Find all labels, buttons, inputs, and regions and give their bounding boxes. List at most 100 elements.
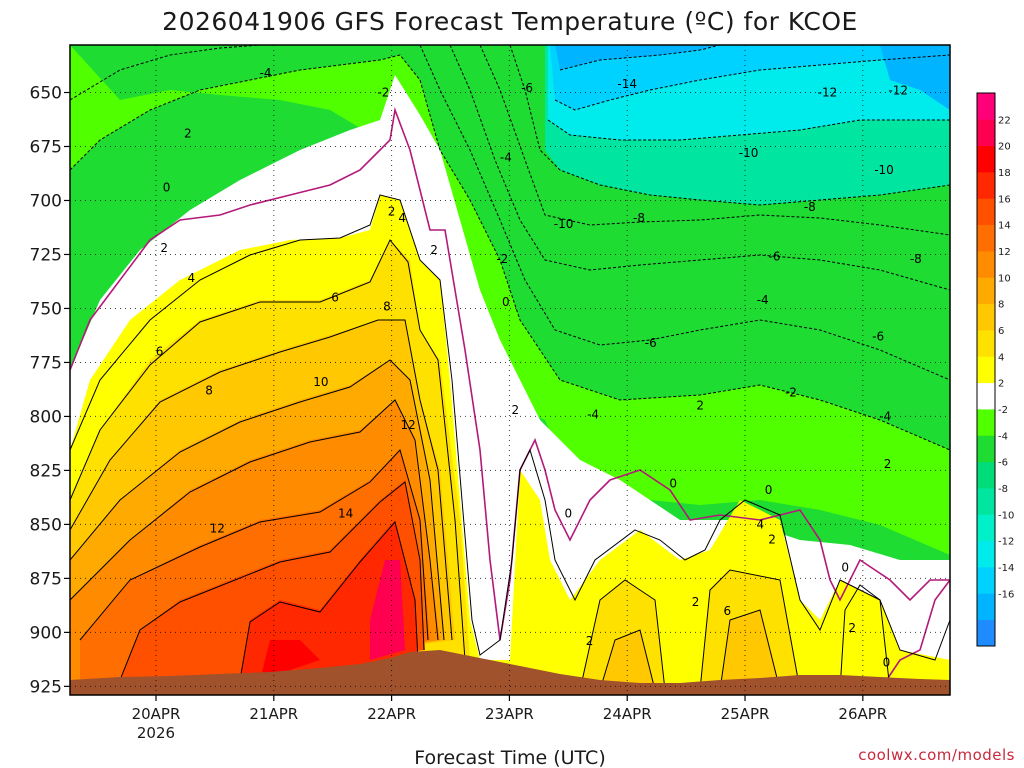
colorbar-label-16: 16 xyxy=(998,194,1011,205)
colorbar-label-minus-6: -6 xyxy=(998,458,1008,469)
isotherm-14c xyxy=(119,481,425,681)
grid-lines xyxy=(70,45,950,695)
contour-label-31: -2 xyxy=(785,386,797,400)
colorbar-segment-14 xyxy=(977,251,995,278)
band-18-fill xyxy=(260,640,320,680)
y-tick-label-825: 825 xyxy=(30,461,62,481)
y-tick-label-725: 725 xyxy=(30,245,62,265)
contour-label-2: -6 xyxy=(521,81,533,95)
contour-label-4: -12 xyxy=(818,86,838,100)
colorbar-segment-19 xyxy=(977,119,995,147)
contour-label-43: 4 xyxy=(757,517,765,531)
isotherm-12c xyxy=(79,449,429,641)
y-tick-label-925: 925 xyxy=(30,677,62,697)
y-tick-label-650: 650 xyxy=(30,84,62,104)
contour-label-42: 12 xyxy=(210,522,225,536)
y-tick-label-850: 850 xyxy=(30,515,62,535)
contour-label-50: 0 xyxy=(883,656,891,670)
contour-label-1: -2 xyxy=(377,86,389,100)
colorbar: 22 20 18 16 14 12 10 8 6 4 2 -2 -4 -6 -8 -10 -12 -14 -16 xyxy=(976,92,1014,647)
colorbar-segment-0 xyxy=(977,619,995,647)
band-minus-2-fill xyxy=(70,45,950,555)
colorbar-segment-2 xyxy=(977,567,995,594)
y-tick-label-875: 875 xyxy=(30,569,62,589)
colorbar-segment-18 xyxy=(977,145,995,173)
colorbar-segment-10 xyxy=(977,356,995,384)
colorbar-segment-20 xyxy=(977,93,995,120)
isotherm-minus-10c xyxy=(509,45,950,206)
y-tick-label-900: 900 xyxy=(30,623,62,643)
colorbar-segment-9 xyxy=(977,382,995,410)
colorbar-frame xyxy=(976,92,996,647)
colorbar-segment-16 xyxy=(977,198,995,226)
isotherm-4c xyxy=(70,239,466,661)
x-tick-label-21apr: 21APR xyxy=(249,705,298,723)
contour-label-40: 14 xyxy=(338,507,353,521)
colorbar-segment-7 xyxy=(977,435,995,463)
contour-label-30: 10 xyxy=(313,375,328,389)
contour-label-11: 2 xyxy=(388,204,396,218)
y-axis: 650 675 700 725 750 775 800 825 850 875 900 925 xyxy=(30,84,70,697)
isotherm-minus-4c-b xyxy=(419,45,950,381)
colorbar-label-22: 22 xyxy=(998,115,1011,126)
contour-label-29: 8 xyxy=(205,384,213,398)
contour-label-41: 0 xyxy=(564,507,572,521)
y-tick-label-700: 700 xyxy=(30,191,62,211)
contour-label-33: -4 xyxy=(587,407,599,421)
colorbar-label-minus-14: -14 xyxy=(998,563,1014,574)
isotherm-minus-14c xyxy=(554,54,950,111)
colorbar-label-12: 12 xyxy=(998,247,1011,258)
y-tick-label-800: 800 xyxy=(30,407,62,427)
isotherm-minus-4c xyxy=(70,45,261,101)
colorbar-label-10: 10 xyxy=(998,273,1011,284)
contour-label-39: 0 xyxy=(765,483,773,497)
contour-label-38: 0 xyxy=(669,476,677,490)
colorbar-label-4: 4 xyxy=(998,352,1004,363)
contour-label-23: 8 xyxy=(383,299,391,313)
isotherm-10c xyxy=(70,399,439,641)
colorbar-label-minus-10: -10 xyxy=(998,510,1014,521)
isotherm-4c-25apr xyxy=(699,569,801,691)
colorbar-segment-5 xyxy=(977,488,995,515)
colorbar-segment-8 xyxy=(977,409,995,436)
contour-label-36: 12 xyxy=(400,418,415,432)
contour-label-49: 2 xyxy=(848,621,856,635)
contour-label-17: 2 xyxy=(430,243,438,257)
colorbar-label-20: 20 xyxy=(998,142,1011,153)
chart-title: 2026041906 GFS Forecast Temperature (ºC)… xyxy=(162,7,858,36)
contour-label-32: 2 xyxy=(511,403,519,417)
x-tick-label-22apr: 22APR xyxy=(367,705,416,723)
contour-label-20: -8 xyxy=(910,252,922,266)
x-tick-label-20apr: 20APR xyxy=(132,705,181,723)
credit-text: coolwx.com/models xyxy=(858,746,1015,764)
isotherm-8c xyxy=(70,359,445,641)
band-minus-14-fill xyxy=(550,45,950,110)
contour-label-44: 2 xyxy=(768,533,776,547)
zero-degree-contour-lower xyxy=(879,579,950,691)
contour-label-22: 6 xyxy=(331,291,339,305)
contour-label-12: 4 xyxy=(398,211,406,225)
contour-label-27: 6 xyxy=(156,345,164,359)
colorbar-segment-3 xyxy=(977,540,995,568)
colorbar-segment-1 xyxy=(977,593,995,621)
isotherm-minus-2c xyxy=(70,54,950,451)
colorbar-label-minus-2: -2 xyxy=(998,405,1008,416)
band-minus-16-fill xyxy=(555,45,720,70)
colorbar-label-minus-12: -12 xyxy=(998,537,1014,548)
contour-label-26: -6 xyxy=(872,330,884,344)
contour-label-14: -8 xyxy=(633,211,645,225)
contour-label-24: 0 xyxy=(502,295,510,309)
colorbar-segment-17 xyxy=(977,172,995,199)
x-year-label: 2026 xyxy=(137,724,175,742)
colorbar-segment-13 xyxy=(977,277,995,305)
colorbar-label-2: 2 xyxy=(998,379,1004,390)
x-axis-label: Forecast Time (UTC) xyxy=(414,747,605,768)
colorbar-segment-15 xyxy=(977,224,995,252)
contour-label-15: -8 xyxy=(804,200,816,214)
colorbar-label-minus-4: -4 xyxy=(998,431,1008,442)
contour-label-21: 4 xyxy=(188,271,196,285)
contour-label-46: 2 xyxy=(692,595,700,609)
